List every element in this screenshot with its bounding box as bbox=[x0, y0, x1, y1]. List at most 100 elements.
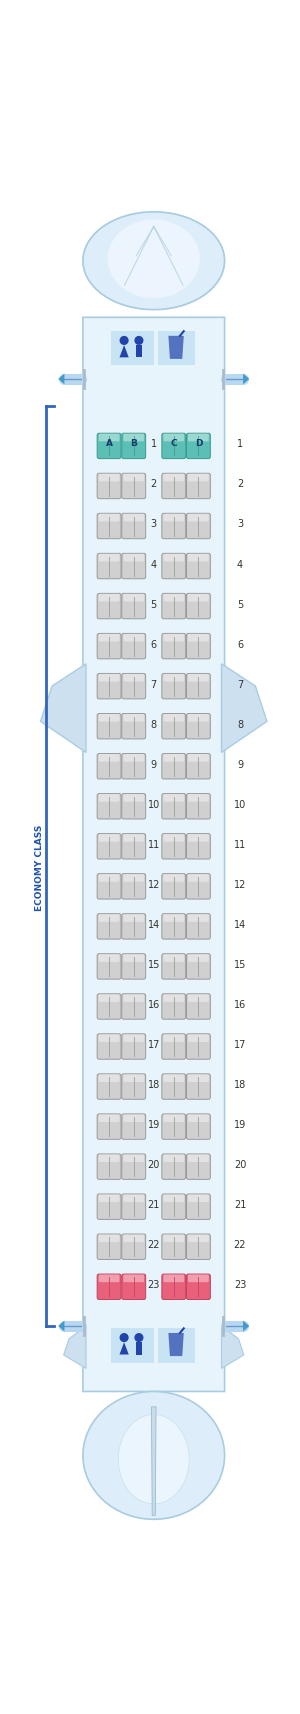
Circle shape bbox=[135, 1333, 143, 1342]
Text: 3: 3 bbox=[237, 519, 243, 530]
Text: 3: 3 bbox=[151, 519, 157, 530]
FancyBboxPatch shape bbox=[99, 674, 119, 682]
FancyBboxPatch shape bbox=[162, 512, 186, 538]
FancyBboxPatch shape bbox=[99, 835, 119, 842]
FancyBboxPatch shape bbox=[162, 1234, 186, 1260]
FancyBboxPatch shape bbox=[162, 874, 186, 900]
FancyBboxPatch shape bbox=[97, 1075, 121, 1099]
FancyBboxPatch shape bbox=[123, 1034, 144, 1042]
FancyBboxPatch shape bbox=[97, 713, 121, 739]
Text: 2: 2 bbox=[237, 480, 243, 490]
FancyBboxPatch shape bbox=[188, 1034, 209, 1042]
FancyBboxPatch shape bbox=[122, 1234, 146, 1260]
Text: 1: 1 bbox=[237, 439, 243, 449]
FancyBboxPatch shape bbox=[97, 554, 121, 579]
FancyBboxPatch shape bbox=[187, 554, 210, 579]
FancyBboxPatch shape bbox=[187, 914, 210, 939]
Text: 8: 8 bbox=[151, 720, 157, 730]
Polygon shape bbox=[243, 1321, 249, 1332]
FancyBboxPatch shape bbox=[123, 794, 144, 802]
FancyBboxPatch shape bbox=[122, 1034, 146, 1059]
FancyBboxPatch shape bbox=[164, 554, 184, 562]
FancyBboxPatch shape bbox=[188, 1154, 209, 1162]
FancyBboxPatch shape bbox=[164, 713, 184, 722]
FancyBboxPatch shape bbox=[164, 1154, 184, 1162]
FancyBboxPatch shape bbox=[162, 593, 186, 619]
Text: 10: 10 bbox=[148, 800, 160, 809]
FancyBboxPatch shape bbox=[122, 593, 146, 619]
Text: 10: 10 bbox=[234, 800, 246, 809]
Polygon shape bbox=[64, 1327, 86, 1368]
FancyBboxPatch shape bbox=[188, 994, 209, 1003]
FancyBboxPatch shape bbox=[122, 794, 146, 819]
FancyBboxPatch shape bbox=[123, 835, 144, 842]
FancyBboxPatch shape bbox=[164, 1234, 184, 1243]
FancyBboxPatch shape bbox=[122, 874, 146, 900]
FancyBboxPatch shape bbox=[122, 1274, 146, 1299]
FancyBboxPatch shape bbox=[162, 1274, 186, 1299]
FancyBboxPatch shape bbox=[164, 794, 184, 802]
FancyBboxPatch shape bbox=[122, 754, 146, 778]
Text: 16: 16 bbox=[148, 999, 160, 1010]
FancyBboxPatch shape bbox=[136, 1342, 142, 1354]
FancyBboxPatch shape bbox=[164, 434, 184, 440]
FancyBboxPatch shape bbox=[158, 1328, 195, 1363]
Text: A: A bbox=[106, 439, 112, 447]
FancyBboxPatch shape bbox=[187, 634, 210, 658]
FancyBboxPatch shape bbox=[164, 634, 184, 641]
FancyBboxPatch shape bbox=[99, 554, 119, 562]
Text: 21: 21 bbox=[234, 1200, 246, 1210]
FancyBboxPatch shape bbox=[122, 994, 146, 1020]
FancyBboxPatch shape bbox=[188, 754, 209, 761]
FancyBboxPatch shape bbox=[188, 1234, 209, 1243]
Text: D: D bbox=[195, 439, 202, 447]
FancyBboxPatch shape bbox=[188, 514, 209, 521]
Text: 14: 14 bbox=[234, 920, 246, 931]
Text: 18: 18 bbox=[148, 1080, 160, 1090]
FancyBboxPatch shape bbox=[123, 754, 144, 761]
FancyBboxPatch shape bbox=[99, 1154, 119, 1162]
FancyBboxPatch shape bbox=[97, 953, 121, 979]
FancyBboxPatch shape bbox=[162, 994, 186, 1020]
Text: 4: 4 bbox=[237, 559, 243, 569]
FancyBboxPatch shape bbox=[164, 955, 184, 962]
Text: ECONOMY CLASS: ECONOMY CLASS bbox=[35, 824, 44, 912]
FancyBboxPatch shape bbox=[162, 1114, 186, 1140]
FancyBboxPatch shape bbox=[122, 914, 146, 939]
FancyBboxPatch shape bbox=[162, 1034, 186, 1059]
FancyBboxPatch shape bbox=[99, 1075, 119, 1082]
FancyBboxPatch shape bbox=[188, 955, 209, 962]
FancyBboxPatch shape bbox=[187, 1154, 210, 1179]
Polygon shape bbox=[83, 213, 225, 310]
FancyBboxPatch shape bbox=[188, 835, 209, 842]
FancyBboxPatch shape bbox=[99, 473, 119, 482]
FancyBboxPatch shape bbox=[187, 1034, 210, 1059]
FancyBboxPatch shape bbox=[187, 874, 210, 900]
FancyBboxPatch shape bbox=[99, 1195, 119, 1202]
FancyBboxPatch shape bbox=[187, 713, 210, 739]
Polygon shape bbox=[152, 1407, 156, 1515]
FancyBboxPatch shape bbox=[97, 874, 121, 900]
FancyBboxPatch shape bbox=[122, 434, 146, 459]
FancyBboxPatch shape bbox=[123, 914, 144, 922]
FancyBboxPatch shape bbox=[111, 331, 154, 365]
FancyBboxPatch shape bbox=[162, 1154, 186, 1179]
FancyBboxPatch shape bbox=[164, 473, 184, 482]
FancyBboxPatch shape bbox=[123, 434, 144, 440]
FancyBboxPatch shape bbox=[188, 554, 209, 562]
Polygon shape bbox=[243, 374, 249, 384]
FancyBboxPatch shape bbox=[111, 1328, 154, 1363]
Text: 16: 16 bbox=[234, 999, 246, 1010]
FancyBboxPatch shape bbox=[164, 754, 184, 761]
Polygon shape bbox=[119, 345, 129, 358]
Text: 7: 7 bbox=[237, 680, 243, 689]
FancyBboxPatch shape bbox=[162, 634, 186, 658]
Text: 15: 15 bbox=[234, 960, 246, 970]
Text: B: B bbox=[130, 439, 137, 447]
FancyBboxPatch shape bbox=[164, 514, 184, 521]
Text: 6: 6 bbox=[237, 639, 243, 650]
FancyBboxPatch shape bbox=[123, 713, 144, 722]
FancyBboxPatch shape bbox=[164, 1075, 184, 1082]
FancyBboxPatch shape bbox=[122, 512, 146, 538]
FancyBboxPatch shape bbox=[162, 434, 186, 459]
